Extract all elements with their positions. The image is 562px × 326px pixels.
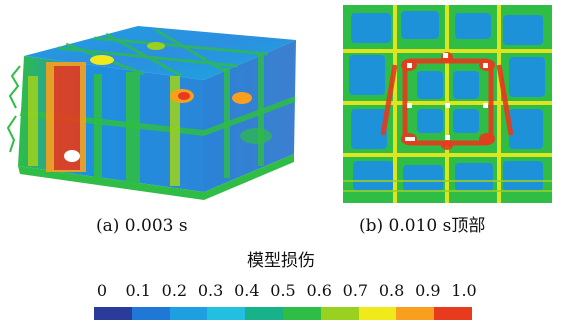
colorbar-segment-2 <box>169 307 208 320</box>
legend-tick-label: 0.1 <box>125 281 151 300</box>
legend-colorbar <box>94 307 472 320</box>
colorbar-segment-7 <box>358 307 397 320</box>
colorbar-segment-1 <box>131 307 170 320</box>
colorbar-segment-6 <box>320 307 359 320</box>
legend-tick-label: 0.6 <box>306 281 332 300</box>
damage-top-view <box>343 5 552 203</box>
colorbar-segment-5 <box>282 307 321 320</box>
damage-top-view-svg <box>343 5 552 203</box>
legend-title: 模型损伤 <box>247 251 315 271</box>
caption-b: (b) 0.010 s顶部 <box>359 216 486 236</box>
damage-model-3d-svg <box>6 26 296 200</box>
legend-tick-label: 0.3 <box>197 281 224 300</box>
legend-ticks: 0 0.1 0.2 0.3 0.4 0.5 0.6 0.7 0.8 0.9 1.0 <box>94 281 477 301</box>
colorbar-segment-8 <box>396 307 435 320</box>
legend-tick-label: 1.0 <box>451 281 477 300</box>
damage-model-3d-view <box>6 16 302 202</box>
colorbar-segment-3 <box>207 307 246 320</box>
legend-tick-label: 0.8 <box>378 281 405 300</box>
legend-tick-label: 0.2 <box>161 281 188 300</box>
legend-tick-label: 0 <box>96 281 108 300</box>
colorbar-segment-4 <box>245 307 283 320</box>
legend-tick-label: 0.4 <box>234 281 260 300</box>
legend-tick-label: 0.9 <box>415 281 441 300</box>
legend-tick-label: 0.5 <box>270 281 296 300</box>
colorbar-segment-9 <box>434 307 472 320</box>
legend-tick-label: 0.7 <box>342 281 369 300</box>
colorbar-segment-0 <box>94 307 132 320</box>
model-base-rim <box>18 154 294 200</box>
caption-a: (a) 0.003 s <box>96 216 188 236</box>
